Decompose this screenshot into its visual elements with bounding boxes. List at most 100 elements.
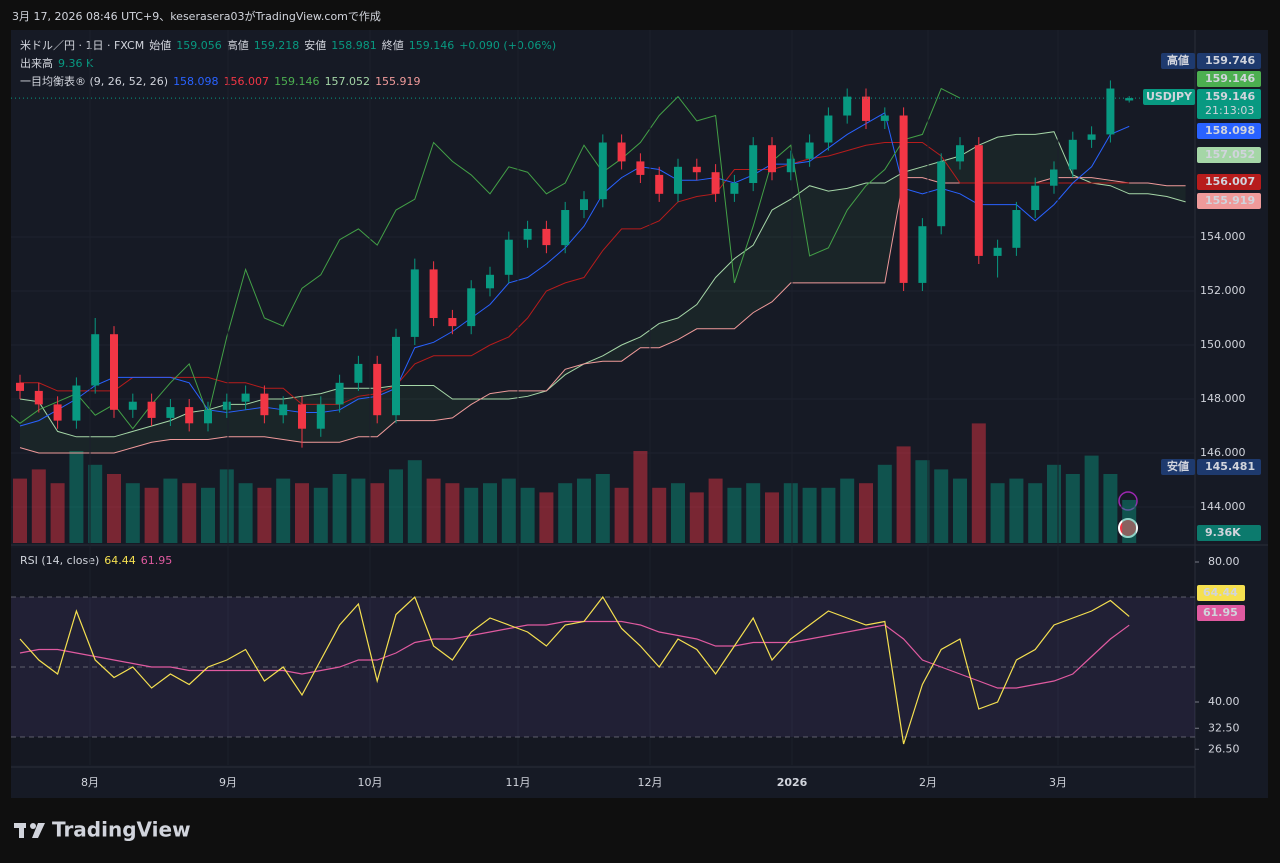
candle-body [354,363,363,383]
scale-tag-name-bg [1143,89,1195,105]
change: +0.090 (+0.06%) [459,39,556,52]
candle-body [937,161,946,227]
candle-body [862,96,870,121]
candle-body [956,145,964,162]
ohlc-name: 安値 [304,38,326,52]
scale-tag [1197,174,1261,190]
rsi-tick-label: 32.50 [1208,721,1240,734]
y-tick-label: 144.000 [1200,500,1246,513]
volume-bar [257,487,272,543]
candle-body [110,334,118,410]
candle-body [918,226,927,283]
scale-tag-name-bg [1161,459,1195,475]
candle-body [448,318,457,327]
rsi-pane [11,548,1195,765]
alert-icon[interactable] [1118,491,1138,511]
scale-tag [1197,71,1261,87]
volume-bar [746,483,761,543]
candle-body [636,161,645,175]
volume-bar [1009,478,1024,543]
y-tick-label: 154.000 [1200,230,1246,243]
volume-bar [332,474,347,543]
candle-body [467,288,476,327]
rsi-line [19,595,1130,745]
legend-line: 出来高 9.36 K [20,56,94,70]
scale-tag-label: 159.146 [1205,90,1255,103]
volume-bar [708,478,723,543]
logo-icon [19,823,24,838]
volume-bar [558,483,573,543]
volume-bar [276,478,291,543]
candle-body [1031,185,1040,211]
candle-body [598,142,607,200]
volume-bar [1122,499,1137,543]
candle-body [222,401,231,410]
candle-body [1106,88,1115,135]
volume-bar [31,469,46,543]
volume-bar [107,474,121,543]
ohlc-value: 159.146 [409,39,455,52]
event-icon[interactable] [1118,518,1138,538]
candle-body [880,115,889,121]
candle-body [523,228,532,240]
volume-bar [520,487,535,543]
candle-body [786,158,795,173]
candle-body [34,390,43,405]
cloud [20,131,1186,454]
candle-body [542,228,551,246]
scale-tag-label: 155.919 [1205,194,1255,207]
volume-bar [351,478,366,543]
volume-bar [69,451,84,543]
ohlc-value: 159.218 [254,39,300,52]
scale-tag-name: 安値 [1167,459,1189,473]
candle-body [128,401,137,410]
volume-bar [13,478,27,543]
ohlc-name: 始値 [149,38,171,52]
volume-bar [370,483,385,543]
volume-bar [313,487,328,543]
candle-body [392,336,400,416]
volume-bar [219,469,234,543]
ichimoku-value: 157.052 [325,75,371,88]
volume-bar [88,464,103,543]
rsi-tick-label: 40.00 [1208,695,1240,708]
price-pane [11,80,1195,543]
volume-bar [182,483,197,543]
candle-body [974,145,983,256]
candle-body [166,407,175,418]
volume-bar [295,483,309,543]
scale-tag-label: 156.007 [1205,175,1255,188]
candle-body [16,382,24,391]
rsi-ma-value: 61.95 [141,554,173,567]
volume-bar [859,483,873,543]
volume-bar [915,460,930,543]
volume-bar [1065,474,1080,543]
scale-tag-label: 157.052 [1205,148,1255,161]
candle-body [260,393,269,416]
candle-body [91,334,100,386]
volume-bar [445,483,460,543]
volume-bar [765,492,779,543]
rsi-scale-tag [1197,605,1245,621]
candle-body [1068,139,1077,170]
volume-bar [50,483,65,543]
volume-bar [896,446,911,543]
scale-tag-sub: 21:13:03 [1205,104,1254,117]
candle-body [486,274,494,289]
candle-body [824,115,833,143]
volume-bar [595,474,610,543]
candle-body [692,166,701,173]
scale-tag [1197,147,1261,163]
x-tick-label: 10月 [358,776,383,789]
rsi-scale-tag [1197,585,1245,601]
rsi-tick-label: 80.00 [1208,555,1240,568]
volume-bar [821,487,836,543]
scale-tag [1197,53,1261,69]
rsi-band [11,597,1195,737]
candle-body [298,404,306,429]
candle-body [561,210,570,246]
candle-body [993,247,1002,256]
ohlc-name: 高値 [227,38,249,52]
